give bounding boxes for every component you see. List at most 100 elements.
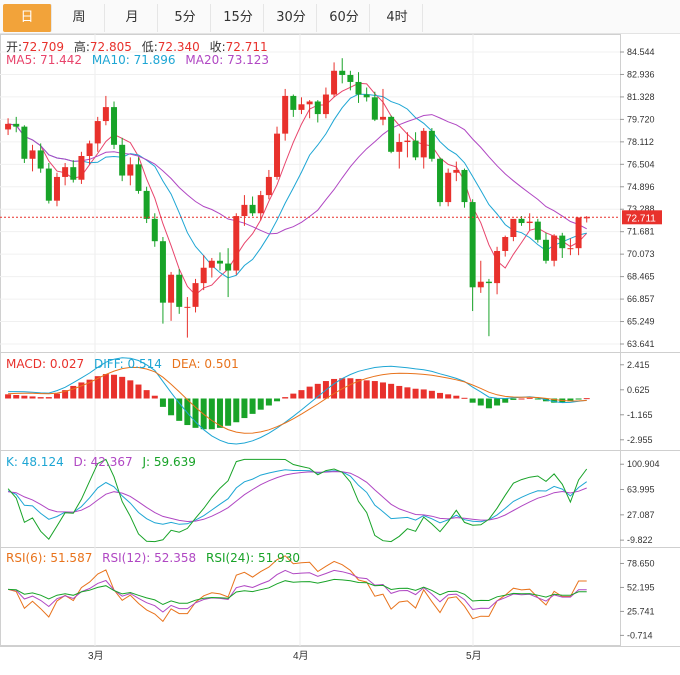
rsi24-label: RSI(24): 51.930 <box>205 551 300 565</box>
rsi24-line <box>8 578 587 606</box>
tab-day[interactable]: 日 <box>3 4 52 32</box>
candle-body <box>314 101 321 115</box>
macd-bar <box>192 398 199 428</box>
candle-body <box>143 190 150 219</box>
y-tick-label: -2.955 <box>627 435 653 445</box>
close-value: 收:72.711 <box>209 40 268 54</box>
macd-bar <box>298 390 305 399</box>
rsi-legend: RSI(6): 51.587 RSI(12): 52.358 RSI(24): … <box>6 551 306 565</box>
candle-body <box>485 281 492 284</box>
macd-bar <box>62 390 69 399</box>
open-value: 开:72.709 <box>6 40 65 54</box>
candle-body <box>111 107 118 145</box>
macd-bar <box>37 397 44 399</box>
tab-week[interactable]: 周 <box>54 4 105 32</box>
macd-bar <box>388 383 395 399</box>
macd-bar <box>518 398 525 400</box>
y-tick-label: 27.087 <box>627 510 655 520</box>
ma5-line <box>8 82 588 296</box>
candle-body <box>477 281 484 288</box>
macd-bar <box>78 382 85 399</box>
tab-15min[interactable]: 15分 <box>213 4 264 32</box>
macd-bar <box>526 397 533 399</box>
macd-label: MACD: 0.027 <box>6 357 85 371</box>
k-line <box>7 469 587 525</box>
macd-bar <box>363 380 370 399</box>
candle-body <box>494 250 501 284</box>
macd-bar <box>241 398 248 419</box>
candle-body <box>37 150 44 169</box>
y-tick-label: 25.741 <box>627 606 655 616</box>
tab-month[interactable]: 月 <box>107 4 158 32</box>
tab-5min[interactable]: 5分 <box>160 4 211 32</box>
candle-body <box>379 116 386 120</box>
macd-bar <box>412 388 419 399</box>
macd-bar <box>510 398 517 400</box>
chart-frame <box>0 34 621 646</box>
ohlc-legend: 开:72.709 高:72.805 低:72.340 收:72.711 <box>6 38 274 55</box>
candle-body <box>274 133 281 177</box>
macd-legend: MACD: 0.027 DIFF: 0.514 DEA: 0.501 <box>6 357 245 371</box>
candle-body <box>249 204 256 214</box>
candle-body <box>216 260 223 264</box>
candle-body <box>282 95 289 134</box>
d-label: D: 42.367 <box>73 455 133 469</box>
macd-bar <box>534 398 541 400</box>
y-tick-label: 63.995 <box>627 485 655 495</box>
candle-body <box>265 176 272 196</box>
current-price-badge <box>622 210 662 225</box>
macd-bar <box>151 395 158 399</box>
candle-body <box>45 168 52 201</box>
candle-body <box>241 204 248 217</box>
macd-bar <box>94 376 101 399</box>
macd-bar <box>420 389 427 399</box>
candle-body <box>192 283 199 307</box>
macd-bar <box>208 398 215 430</box>
y-tick-label: 79.720 <box>627 114 655 124</box>
y-tick-label: 0.625 <box>627 385 650 395</box>
candle-body <box>86 143 93 156</box>
y-tick-label: 65.249 <box>627 317 655 327</box>
candle-body <box>469 202 476 288</box>
candle-body <box>208 260 215 268</box>
macd-bar <box>249 398 256 414</box>
candle-body <box>339 70 346 75</box>
kline-chart[interactable]: 84.544 82.936 81.328 79.720 78.112 76.504 74.8… <box>0 34 680 675</box>
rsi6-line <box>7 555 587 623</box>
candle-body <box>542 239 549 261</box>
y-tick-label: 66.857 <box>627 294 655 304</box>
macd-bar <box>29 396 36 399</box>
candle-body <box>29 150 36 159</box>
tab-4hour[interactable]: 4时 <box>372 4 423 32</box>
macd-bar <box>53 393 60 399</box>
macd-bar <box>5 394 12 399</box>
candle-body <box>355 81 362 95</box>
macd-bar <box>371 381 378 399</box>
tab-60min[interactable]: 60分 <box>319 4 370 32</box>
candle-body <box>347 74 354 82</box>
y-tick-label: 63.641 <box>627 339 655 349</box>
ma10-line <box>8 93 587 279</box>
y-tick-label: 74.896 <box>627 182 655 192</box>
y-tick-label: 71.681 <box>627 227 655 237</box>
tab-30min[interactable]: 30分 <box>266 4 317 32</box>
low-value: 低:72.340 <box>141 40 200 54</box>
candle-body <box>322 94 329 115</box>
macd-bar <box>102 374 109 399</box>
macd-bar <box>437 392 444 399</box>
candle-body <box>119 144 126 176</box>
k-label: K: 48.124 <box>6 455 64 469</box>
candle-body <box>53 176 60 201</box>
candle-body <box>420 130 427 158</box>
candle-body <box>453 169 460 173</box>
candle-body <box>290 95 297 110</box>
macd-bar <box>111 374 118 399</box>
candle-body <box>551 235 558 261</box>
candle-body <box>567 248 574 250</box>
macd-bar <box>477 398 484 406</box>
period-tabs: 日 周 月 5分 15分 30分 60分 4时 <box>0 0 680 34</box>
macd-bar <box>583 398 590 400</box>
macd-bar <box>485 398 492 409</box>
y-tick-label: 52.195 <box>627 582 655 592</box>
candle-body <box>445 172 452 203</box>
